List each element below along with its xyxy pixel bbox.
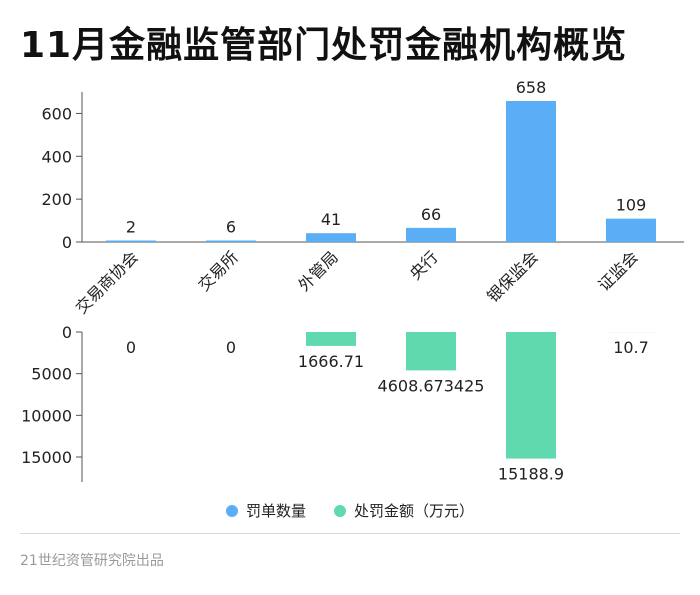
chart-canvas: 0 200 400 600 2 6 41 66 658 109 交易商协会 交易所 外管局 央行 银保监… <box>21 78 684 484</box>
legend-label-count: 罚单数量 <box>245 502 306 520</box>
count-bar <box>606 218 656 242</box>
bottom-tick-label: 0 <box>62 323 72 342</box>
fine-value-label: 10.7 <box>613 338 649 357</box>
category-label: 外管局 <box>294 247 341 294</box>
count-value-label: 6 <box>226 218 236 237</box>
category-label: 银保监会 <box>483 247 542 306</box>
chart-title: 11月金融监管部门处罚金融机构概览 <box>20 25 628 66</box>
category-label: 证监会 <box>594 247 641 294</box>
top-tick-label: 600 <box>41 104 72 123</box>
fine-value-label: 0 <box>226 338 236 357</box>
count-bar <box>206 240 256 242</box>
bottom-tick-label: 15000 <box>21 448 72 467</box>
category-label: 交易商协会 <box>72 247 142 317</box>
fine-bar <box>506 332 556 459</box>
category-label: 交易所 <box>194 247 241 294</box>
fine-value-label: 15188.9 <box>498 465 564 484</box>
count-value-label: 658 <box>516 78 547 97</box>
top-axis-ticks: 0 200 400 600 <box>41 104 82 252</box>
bottom-tick-label: 10000 <box>21 406 72 425</box>
top-tick-label: 400 <box>41 147 72 166</box>
fine-bar <box>406 332 456 371</box>
count-value-label: 2 <box>126 218 136 237</box>
bottom-axis-ticks: 0 5000 10000 15000 <box>21 323 82 467</box>
bottom-bars: 0 0 1666.71 4608.673425 15188.9 10.7 <box>126 332 656 484</box>
fine-value-label: 4608.673425 <box>378 376 485 395</box>
legend-label-fine: 处罚金额（万元） <box>354 502 475 520</box>
legend-item-fine: 处罚金额（万元） <box>334 500 474 521</box>
fine-value-label: 1666.71 <box>298 352 364 371</box>
fine-value-label: 0 <box>126 338 136 357</box>
count-bar <box>306 233 356 242</box>
count-value-label: 41 <box>321 210 341 229</box>
count-value-label: 109 <box>616 196 647 215</box>
top-tick-label: 200 <box>41 190 72 209</box>
legend-dot-fine-icon <box>334 504 346 517</box>
top-tick-label: 0 <box>62 233 72 252</box>
category-labels: 交易商协会 交易所 外管局 央行 银保监会 证监会 <box>72 247 642 317</box>
footer-divider <box>20 533 680 534</box>
fine-bar <box>306 332 356 346</box>
category-label: 央行 <box>406 247 442 283</box>
bottom-tick-label: 5000 <box>31 365 72 384</box>
legend: 罚单数量 处罚金额（万元） <box>0 500 700 521</box>
top-bars: 2 6 41 66 658 109 <box>106 78 656 242</box>
count-bar <box>506 101 556 242</box>
count-value-label: 66 <box>421 205 441 224</box>
count-bar <box>106 240 156 242</box>
legend-dot-count-icon <box>225 504 238 517</box>
source-note: 21世纪资管研究院出品 <box>20 553 164 569</box>
count-bar <box>406 227 456 242</box>
legend-item-count: 罚单数量 <box>225 500 306 521</box>
